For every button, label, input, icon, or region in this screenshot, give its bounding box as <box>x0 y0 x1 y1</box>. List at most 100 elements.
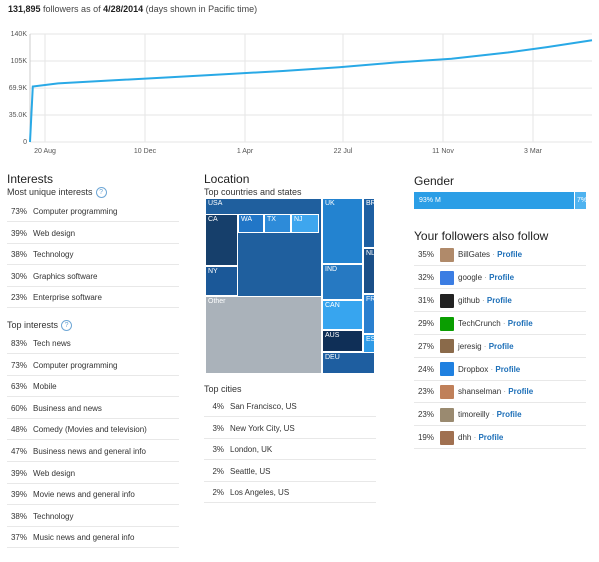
account-avatar[interactable] <box>440 385 454 400</box>
x-tick-label: 1 Apr <box>237 148 254 155</box>
city-row: 2% Seattle, US <box>204 461 376 482</box>
treemap-fr[interactable]: FR <box>363 294 375 334</box>
help-icon[interactable]: ? <box>61 320 73 332</box>
treemap-nl[interactable]: NL <box>363 248 375 294</box>
percent-value: 38% <box>10 250 27 260</box>
y-tick-label: 69.9K <box>9 85 28 92</box>
location-title: Location <box>204 172 250 186</box>
location-subtitle: Top countries and states <box>204 187 302 197</box>
account-name[interactable]: timoreilly <box>458 410 490 420</box>
profile-link[interactable]: Profile <box>486 295 512 305</box>
gender-female-segment: 7% <box>573 192 587 209</box>
profile-link[interactable]: Profile <box>507 318 533 328</box>
top-cities-label: Top cities <box>204 384 242 394</box>
interest-row: 39% Movie news and general info <box>7 484 179 506</box>
treemap-ny[interactable]: NY <box>205 266 238 296</box>
percent-value: 73% <box>10 360 27 370</box>
followers-line-chart: 140K 105K 69.9K 35.0K 0 20 Aug 10 Dec 1 Apr 22 J… <box>9 31 593 155</box>
city-row: 2% Los Angeles, US <box>204 482 376 504</box>
timezone-note: (days shown in Pacific time) <box>143 4 258 14</box>
percent-value: 2% <box>212 466 224 476</box>
item-name: New York City, US <box>230 423 295 433</box>
treemap-br[interactable]: BR <box>363 198 375 248</box>
account-name[interactable]: github <box>458 295 480 305</box>
city-row: 3% New York City, US <box>204 418 376 439</box>
help-icon[interactable]: ? <box>95 187 107 199</box>
treemap-ca[interactable]: CA <box>205 214 238 266</box>
interest-row: 48% Comedy (Movies and television) <box>7 419 179 441</box>
account-name[interactable]: shanselman <box>458 387 502 397</box>
item-name: Business and news <box>33 403 102 413</box>
account-name[interactable]: dhh <box>458 433 472 443</box>
as-of-date: 4/28/2014 <box>103 4 144 14</box>
treemap-aus[interactable]: AUS <box>322 330 363 352</box>
treemap-can[interactable]: CAN <box>322 300 363 330</box>
account-avatar[interactable] <box>440 270 454 285</box>
treemap-uk[interactable]: UK <box>322 198 363 264</box>
interest-row: 47% Business news and general info <box>7 441 179 462</box>
interest-row: 60% Business and news <box>7 398 179 419</box>
account-avatar[interactable] <box>440 362 454 377</box>
account-avatar[interactable] <box>440 293 454 308</box>
separator: · <box>489 410 497 420</box>
item-name: London, UK <box>230 445 273 455</box>
account-name[interactable]: TechCrunch <box>458 318 501 328</box>
account-avatar[interactable] <box>440 247 454 262</box>
item-name: Web design <box>33 228 76 238</box>
interest-row: 23% Enterprise software <box>7 287 179 309</box>
gender-bar: 93% M 7% <box>414 192 587 209</box>
item-name: Computer programming <box>33 207 118 216</box>
interest-row: 83% Tech news <box>7 333 179 354</box>
x-tick-label: 22 Jul <box>334 148 353 155</box>
account-avatar[interactable] <box>440 316 454 331</box>
follower-count: 131,895 <box>8 4 41 14</box>
profile-link[interactable]: Profile <box>488 341 514 351</box>
item-name: Business news and general info <box>33 447 146 456</box>
account-name[interactable]: Dropbox <box>458 364 489 374</box>
treemap-tx[interactable]: TX <box>264 214 291 233</box>
item-name: Tech news <box>33 339 71 348</box>
interest-row: 38% Technology <box>7 506 179 527</box>
profile-link[interactable]: Profile <box>478 433 504 443</box>
separator: · <box>501 387 509 397</box>
percent-value: 2% <box>212 488 224 498</box>
item-name: Technology <box>33 250 74 260</box>
treemap-ind[interactable]: IND <box>322 264 363 300</box>
profile-link[interactable]: Profile <box>496 410 522 420</box>
profile-link[interactable]: Profile <box>497 250 523 259</box>
separator: · <box>488 364 496 374</box>
percent-value: 39% <box>10 490 27 500</box>
percent-value: 39% <box>10 468 27 478</box>
item-name: Seattle, US <box>230 466 271 476</box>
account-name[interactable]: jeresig <box>458 341 482 351</box>
account-name[interactable]: BillGates <box>458 250 491 259</box>
x-tick-label: 3 Mar <box>524 148 543 155</box>
interest-row: 63% Mobile <box>7 376 179 398</box>
treemap-wa[interactable]: WA <box>238 214 264 233</box>
account-avatar[interactable] <box>440 339 454 354</box>
percent-value: 30% <box>10 271 27 281</box>
separator: · <box>500 318 508 328</box>
percent-value: 63% <box>10 382 27 392</box>
account-avatar[interactable] <box>440 431 454 446</box>
separator: · <box>490 250 498 259</box>
y-tick-label: 0 <box>23 139 27 146</box>
percent-value: 83% <box>10 339 27 348</box>
profile-link[interactable]: Profile <box>508 387 534 397</box>
account-avatar[interactable] <box>440 408 454 423</box>
percent-value: 35% <box>417 250 434 259</box>
treemap-deu[interactable]: DEU <box>322 352 375 374</box>
profile-link[interactable]: Profile <box>489 272 515 282</box>
percent-value: 19% <box>417 433 434 443</box>
item-name: San Francisco, US <box>230 402 297 411</box>
separator: · <box>481 341 489 351</box>
gender-male-segment: 93% M <box>414 192 574 209</box>
item-name: Graphics software <box>33 271 98 281</box>
treemap-nj[interactable]: NJ <box>291 214 319 233</box>
profile-link[interactable]: Profile <box>495 364 521 374</box>
percent-value: 47% <box>10 447 27 456</box>
percent-value: 73% <box>10 207 27 216</box>
treemap-other[interactable]: Other <box>205 296 322 374</box>
treemap-es[interactable]: ES <box>363 334 375 356</box>
account-name[interactable]: google <box>458 272 483 282</box>
